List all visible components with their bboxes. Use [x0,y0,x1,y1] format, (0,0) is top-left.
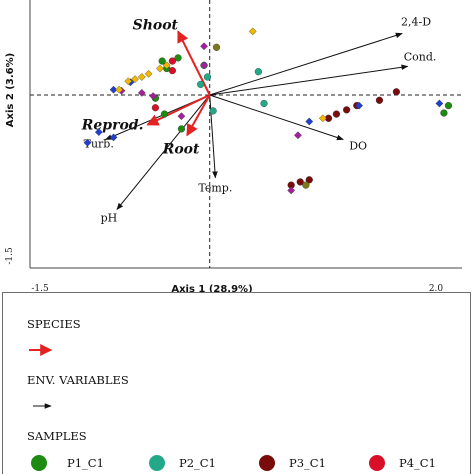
point-P3_C1-7 [375,96,384,104]
env-vector-4 [116,94,211,211]
point-olive-1 [302,181,310,189]
point-magenta-4 [200,42,208,51]
point-blue-7 [435,99,444,108]
point-blue-3 [83,138,92,147]
species-vector-2 [186,94,211,137]
env-vectors: 2,4-D Cond. DO Temp. pH Turb. [84,16,437,225]
point-magenta-5 [200,61,208,70]
legend-dot-p3 [259,455,275,471]
legend-samples-title: SAMPLES [27,429,87,443]
point-magenta-7 [294,131,302,140]
legend-sample-p2: P2_C1 [149,455,259,473]
point-blue-4 [109,133,118,142]
point-P2_C1-5 [260,99,268,108]
point-P1_C1-6 [440,109,448,117]
legend-env-arrow [33,403,52,409]
y-axis-title: Axis 2 (3.6%) [5,53,16,127]
env-vector-2 [209,94,344,141]
point-P3_C1-8 [392,88,401,96]
species-vector-0 [177,30,211,96]
point-P1_C1-7 [444,101,453,110]
legend-sample-p3: P3_C1 [259,455,369,473]
legend-env-title: ENV. VARIABLES [27,373,129,387]
species-vector-1 [146,94,211,126]
species-vectors: Shoot Reprod. Root [81,17,211,157]
legend-label-p1: P1_C1 [67,456,104,470]
legend-label-p4: P4_C1 [399,456,436,470]
point-P2_C1-2 [197,80,205,89]
sample-points [83,27,453,195]
x-tick-min: -1.5 [31,284,49,292]
legend-label-p2: P2_C1 [179,456,216,470]
plot-frame [29,0,462,269]
env-vector-label-2: DO [349,140,367,153]
point-P4_C1-1 [168,67,176,75]
legend-dot-p2 [149,455,165,471]
env-vector-label-5: Turb. [84,138,114,151]
y-tick-min: -1.5 [5,247,15,265]
point-yellow-2 [131,75,139,83]
env-vector-label-0: 2,4-D [401,16,431,29]
point-P2_C1-3 [209,107,217,115]
legend-dot-p4 [369,455,385,471]
zero-lines [30,0,462,268]
point-yellow-6 [162,61,171,70]
point-P1_C1-1 [174,54,182,62]
legend-sample-p4: P4_C1 [369,455,469,473]
point-magenta-6 [287,186,296,195]
x-axis-title: Axis 1 (28.9%) [171,284,252,292]
legend-species-title: SPECIES [27,317,81,331]
env-vector-label-4: pH [101,211,118,224]
point-blue-0 [109,85,118,94]
point-P2_C1-4 [254,68,262,76]
point-yellow-7 [248,27,257,36]
ordination-plot: 2,4-D Cond. DO Temp. pH Turb. Shoot Reprod. Roo… [5,0,462,292]
point-P4_C1-2 [151,104,160,112]
point-blue-2 [94,128,103,136]
point-magenta-1 [137,88,146,97]
point-P1_C1-0 [158,57,166,65]
point-P3_C1-4 [332,110,341,118]
env-vector-label-3: Temp. [198,182,232,195]
point-magenta-3 [177,112,186,121]
point-P3_C1-1 [296,178,304,186]
point-P2_C1-1 [203,73,212,81]
point-yellow-0 [115,85,124,94]
legend: SPECIES ENV. VARIABLES SAMPLES P1_C1 P2_… [2,292,471,474]
point-P3_C1-2 [305,176,313,184]
env-vector-0 [209,32,403,96]
species-vector-label-0: Shoot [133,17,179,33]
point-P4_C1-0 [168,57,176,65]
point-yellow-4 [144,69,153,78]
point-yellow-5 [156,64,164,73]
legend-label-p3: P3_C1 [289,456,326,470]
legend-sample-p1: P1_C1 [31,455,141,473]
point-yellow-1 [124,77,133,86]
point-blue-5 [305,117,314,126]
species-vector-label-2: Root [162,141,200,157]
species-vector-label-1: Reprod. [81,118,144,134]
point-yellow-3 [137,73,146,81]
point-blue-6 [355,101,363,110]
point-magenta-2 [149,92,158,100]
env-vector-label-1: Cond. [404,50,437,63]
x-tick-max: 2.0 [429,284,444,292]
point-P1_C1-4 [160,110,169,118]
legend-dot-p1 [31,455,47,471]
point-P1_C1-5 [177,125,186,133]
point-P3_C1-5 [343,106,351,114]
axis-texts: Axis 1 (28.9%) Axis 2 (3.6%) -1.5 2.0 -1… [5,53,443,292]
point-olive-0 [212,43,221,51]
env-vector-1 [209,64,409,96]
point-yellow-8 [318,114,327,123]
legend-species-arrow [29,344,53,356]
